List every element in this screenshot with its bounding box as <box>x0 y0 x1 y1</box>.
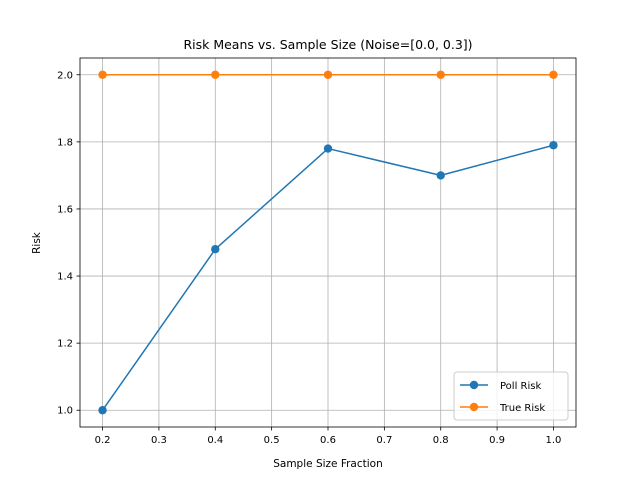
legend-label-poll-risk: Poll Risk <box>500 381 541 392</box>
x-tick-label: 0.3 <box>151 435 167 446</box>
x-tick-label: 0.9 <box>489 435 505 446</box>
y-tick-label: 1.6 <box>57 204 73 215</box>
legend: Poll Risk True Risk <box>453 371 569 421</box>
x-tick-label: 0.6 <box>320 435 336 446</box>
y-axis-label: Risk <box>31 231 43 254</box>
x-tick-label: 0.7 <box>376 435 392 446</box>
y-axis-ticks: 1.0 1.2 1.4 1.6 1.8 2.0 <box>57 70 80 417</box>
x-tick-label: 0.5 <box>264 435 280 446</box>
data-point-poll-risk <box>549 141 558 150</box>
x-tick-label: 0.2 <box>95 435 111 446</box>
data-point-poll-risk <box>98 406 107 415</box>
legend-label-true-risk: True Risk <box>499 403 545 414</box>
y-tick-label: 1.8 <box>57 137 73 148</box>
series-layer <box>98 70 558 415</box>
data-point-true-risk <box>549 70 558 79</box>
x-tick-label: 0.4 <box>207 435 223 446</box>
data-point-poll-risk <box>436 171 445 180</box>
chart-title: Risk Means vs. Sample Size (Noise=[0.0, … <box>183 37 472 52</box>
y-tick-label: 1.0 <box>57 406 73 417</box>
data-point-true-risk <box>323 70 333 79</box>
x-axis-label: Sample Size Fraction <box>273 458 383 470</box>
x-axis-ticks: 0.2 0.3 0.4 0.5 0.6 0.7 0.8 0.9 1.0 <box>95 427 562 446</box>
x-tick-label: 0.8 <box>433 435 449 446</box>
legend-marker-poll-risk <box>469 380 479 390</box>
y-tick-label: 2.0 <box>57 70 73 81</box>
data-point-poll-risk <box>323 144 333 153</box>
y-tick-label: 1.2 <box>57 339 73 350</box>
data-point-true-risk <box>211 70 220 79</box>
data-point-true-risk <box>98 70 107 79</box>
legend-marker-true-risk <box>469 402 479 412</box>
legend-box <box>453 371 569 421</box>
data-point-true-risk <box>436 70 445 79</box>
data-point-poll-risk <box>211 245 220 254</box>
y-tick-label: 1.4 <box>57 272 73 283</box>
x-tick-label: 1.0 <box>546 435 562 446</box>
